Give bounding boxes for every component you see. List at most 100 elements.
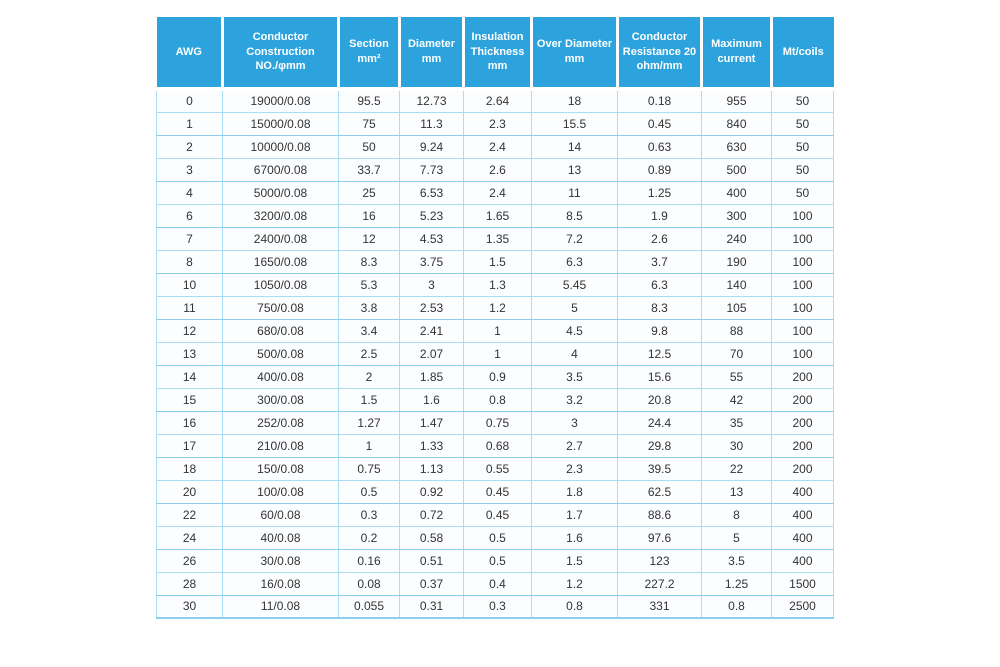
table-cell: 200: [771, 365, 834, 389]
table-cell: 12.5: [617, 342, 702, 366]
table-cell: 100: [771, 250, 834, 274]
table-cell: 12: [156, 319, 223, 343]
table-cell: 15000/0.08: [222, 112, 339, 136]
table-cell: 14: [156, 365, 223, 389]
table-cell: 100: [771, 273, 834, 297]
table-cell: 252/0.08: [222, 411, 339, 435]
table-cell: 30: [156, 595, 223, 619]
table-cell: 0.3: [338, 503, 400, 527]
table-cell: 25: [338, 181, 400, 205]
column-header-conductor-construction: Conductor Construction NO./φmm: [222, 17, 340, 91]
table-row: 24 40/0.08 0.2 0.58 0.5 1.6 97.6 5 400: [156, 526, 834, 550]
table-cell: 1: [156, 112, 223, 136]
table-cell: 0.63: [617, 135, 702, 159]
table-cell: 13: [701, 480, 772, 504]
table-cell: 0.8: [701, 595, 772, 619]
table-cell: 22: [701, 457, 772, 481]
table-cell: 400: [771, 526, 834, 550]
table-cell: 0.2: [338, 526, 400, 550]
table-cell: 3.5: [531, 365, 618, 389]
column-header-insulation-thickness: Insulation Thickness mm: [463, 17, 533, 91]
table-cell: 1.33: [399, 434, 464, 458]
table-cell: 400: [771, 549, 834, 573]
table-cell: 2400/0.08: [222, 227, 339, 251]
table-cell: 100: [771, 204, 834, 228]
table-cell: 150/0.08: [222, 457, 339, 481]
table-cell: 500: [701, 158, 772, 182]
table-cell: 1650/0.08: [222, 250, 339, 274]
table-cell: 88: [701, 319, 772, 343]
table-row: 0 19000/0.08 95.5 12.73 2.64 18 0.18 955 50: [156, 89, 834, 113]
table-cell: 1.8: [531, 480, 618, 504]
table-cell: 5.23: [399, 204, 464, 228]
table-cell: 39.5: [617, 457, 702, 481]
table-row: 13 500/0.08 2.5 2.07 1 4 12.5 70 100: [156, 342, 834, 366]
table-cell: 2.07: [399, 342, 464, 366]
table-cell: 0.58: [399, 526, 464, 550]
table-cell: 2.4: [463, 181, 532, 205]
table-cell: 190: [701, 250, 772, 274]
table-cell: 3.4: [338, 319, 400, 343]
column-header-maximum-current: Maximum current: [701, 17, 773, 91]
table-cell: 2.4: [463, 135, 532, 159]
table-cell: 0.8: [531, 595, 618, 619]
table-cell: 2.7: [531, 434, 618, 458]
table-cell: 2.64: [463, 89, 532, 113]
table-cell: 6.3: [531, 250, 618, 274]
table-cell: 42: [701, 388, 772, 412]
table-cell: 0.3: [463, 595, 532, 619]
table-cell: 0.45: [463, 480, 532, 504]
table-cell: 3.75: [399, 250, 464, 274]
table-row: 28 16/0.08 0.08 0.37 0.4 1.2 227.2 1.25 1500: [156, 572, 834, 596]
table-cell: 1.27: [338, 411, 400, 435]
table-cell: 60/0.08: [222, 503, 339, 527]
table-cell: 24.4: [617, 411, 702, 435]
table-cell: 100: [771, 227, 834, 251]
table-cell: 55: [701, 365, 772, 389]
table-cell: 0.4: [463, 572, 532, 596]
table-cell: 1: [463, 319, 532, 343]
table-cell: 22: [156, 503, 223, 527]
table-row: 20 100/0.08 0.5 0.92 0.45 1.8 62.5 13 400: [156, 480, 834, 504]
table-cell: 15.6: [617, 365, 702, 389]
table-cell: 2.6: [463, 158, 532, 182]
table-cell: 97.6: [617, 526, 702, 550]
table-cell: 3: [399, 273, 464, 297]
table-cell: 3: [156, 158, 223, 182]
table-cell: 0.75: [463, 411, 532, 435]
table-cell: 1.5: [531, 549, 618, 573]
table-cell: 200: [771, 434, 834, 458]
table-cell: 11.3: [399, 112, 464, 136]
table-cell: 0.89: [617, 158, 702, 182]
table-cell: 33.7: [338, 158, 400, 182]
table-cell: 88.6: [617, 503, 702, 527]
table-cell: 62.5: [617, 480, 702, 504]
table-cell: 400: [701, 181, 772, 205]
table-cell: 400: [771, 503, 834, 527]
table-cell: 8.3: [617, 296, 702, 320]
table-cell: 10000/0.08: [222, 135, 339, 159]
column-header-conductor-resistance: Conductor Resistance 20 ohm/mm: [617, 17, 703, 91]
table-cell: 50: [771, 89, 834, 113]
table-cell: 1.85: [399, 365, 464, 389]
table-cell: 2.3: [531, 457, 618, 481]
table-cell: 15: [156, 388, 223, 412]
table-cell: 0.055: [338, 595, 400, 619]
table-cell: 0.37: [399, 572, 464, 596]
table-cell: 1.47: [399, 411, 464, 435]
table-cell: 16: [156, 411, 223, 435]
table-cell: 2: [338, 365, 400, 389]
awg-wire-spec-table: AWG Conductor Construction NO./φmm Section…: [156, 17, 834, 619]
table-cell: 6.3: [617, 273, 702, 297]
table-cell: 300/0.08: [222, 388, 339, 412]
table-row: 11 750/0.08 3.8 2.53 1.2 5 8.3 105 100: [156, 296, 834, 320]
table-cell: 5: [531, 296, 618, 320]
table-cell: 1: [338, 434, 400, 458]
table-cell: 0.5: [338, 480, 400, 504]
table-cell: 26: [156, 549, 223, 573]
table-cell: 0.9: [463, 365, 532, 389]
table-cell: 750/0.08: [222, 296, 339, 320]
table-cell: 20.8: [617, 388, 702, 412]
table-body: 0 19000/0.08 95.5 12.73 2.64 18 0.18 955 50 1 1500…: [156, 89, 834, 619]
table-row: 14 400/0.08 2 1.85 0.9 3.5 15.6 55 200: [156, 365, 834, 389]
